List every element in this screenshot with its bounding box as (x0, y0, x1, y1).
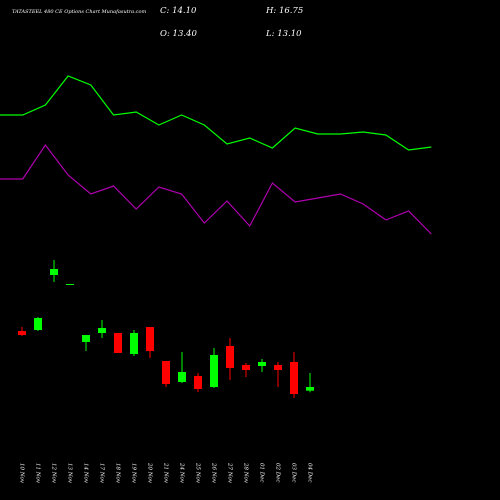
candle-body (290, 362, 298, 394)
x-tick-label: 14 Nov (83, 463, 89, 484)
x-tick-label: 13 Nov (67, 463, 73, 484)
x-tick-label: 03 Dec (291, 463, 297, 483)
x-tick-label: 04 Dec (307, 463, 313, 483)
candle-body (226, 346, 234, 368)
candle-body (34, 318, 42, 330)
x-tick-label: 17 Nov (99, 463, 105, 484)
candle-body (18, 331, 26, 335)
candle-body (50, 269, 58, 275)
x-tick-label: 27 Nov (227, 462, 233, 484)
candle-body (162, 361, 170, 384)
x-tick-label: 12 Nov (51, 463, 57, 484)
candle-body (306, 387, 314, 391)
candle-body (274, 365, 282, 370)
x-tick-label: 21 Nov (163, 462, 169, 484)
x-tick-label: 01 Dec (259, 463, 265, 483)
candle-body (194, 376, 202, 389)
x-tick-label: 25 Nov (195, 462, 201, 484)
candle-body (98, 328, 106, 333)
close-label: C: 14.10 (160, 6, 197, 16)
chart-title: TATASTEEL 480 CE Options Chart Munafasut… (12, 9, 146, 15)
candle-body (66, 284, 74, 285)
x-tick-label: 18 Nov (115, 463, 121, 484)
indicator-line (0, 75, 432, 151)
x-tick-label: 10 Nov (19, 463, 25, 484)
candle-body (114, 333, 122, 353)
x-tick-label: 24 Nov (179, 462, 185, 484)
x-tick-label: 02 Dec (275, 463, 281, 483)
candle-body (210, 355, 218, 387)
indicator-line (0, 143, 432, 235)
x-tick-label: 26 Nov (211, 462, 217, 484)
candle-body (82, 335, 90, 342)
x-tick-label: 20 Nov (147, 462, 153, 484)
candle-body (178, 372, 186, 382)
low-label: L: 13.10 (265, 29, 302, 39)
x-tick-label: 19 Nov (131, 463, 137, 484)
candle-body (146, 327, 154, 351)
open-label: O: 13.40 (160, 29, 197, 39)
x-tick-label: 11 Nov (35, 463, 41, 484)
candle-body (130, 333, 138, 354)
x-tick-label: 28 Nov (243, 462, 249, 484)
high-label: H: 16.75 (265, 6, 303, 16)
candle-body (242, 365, 250, 370)
candle-body (258, 362, 266, 366)
